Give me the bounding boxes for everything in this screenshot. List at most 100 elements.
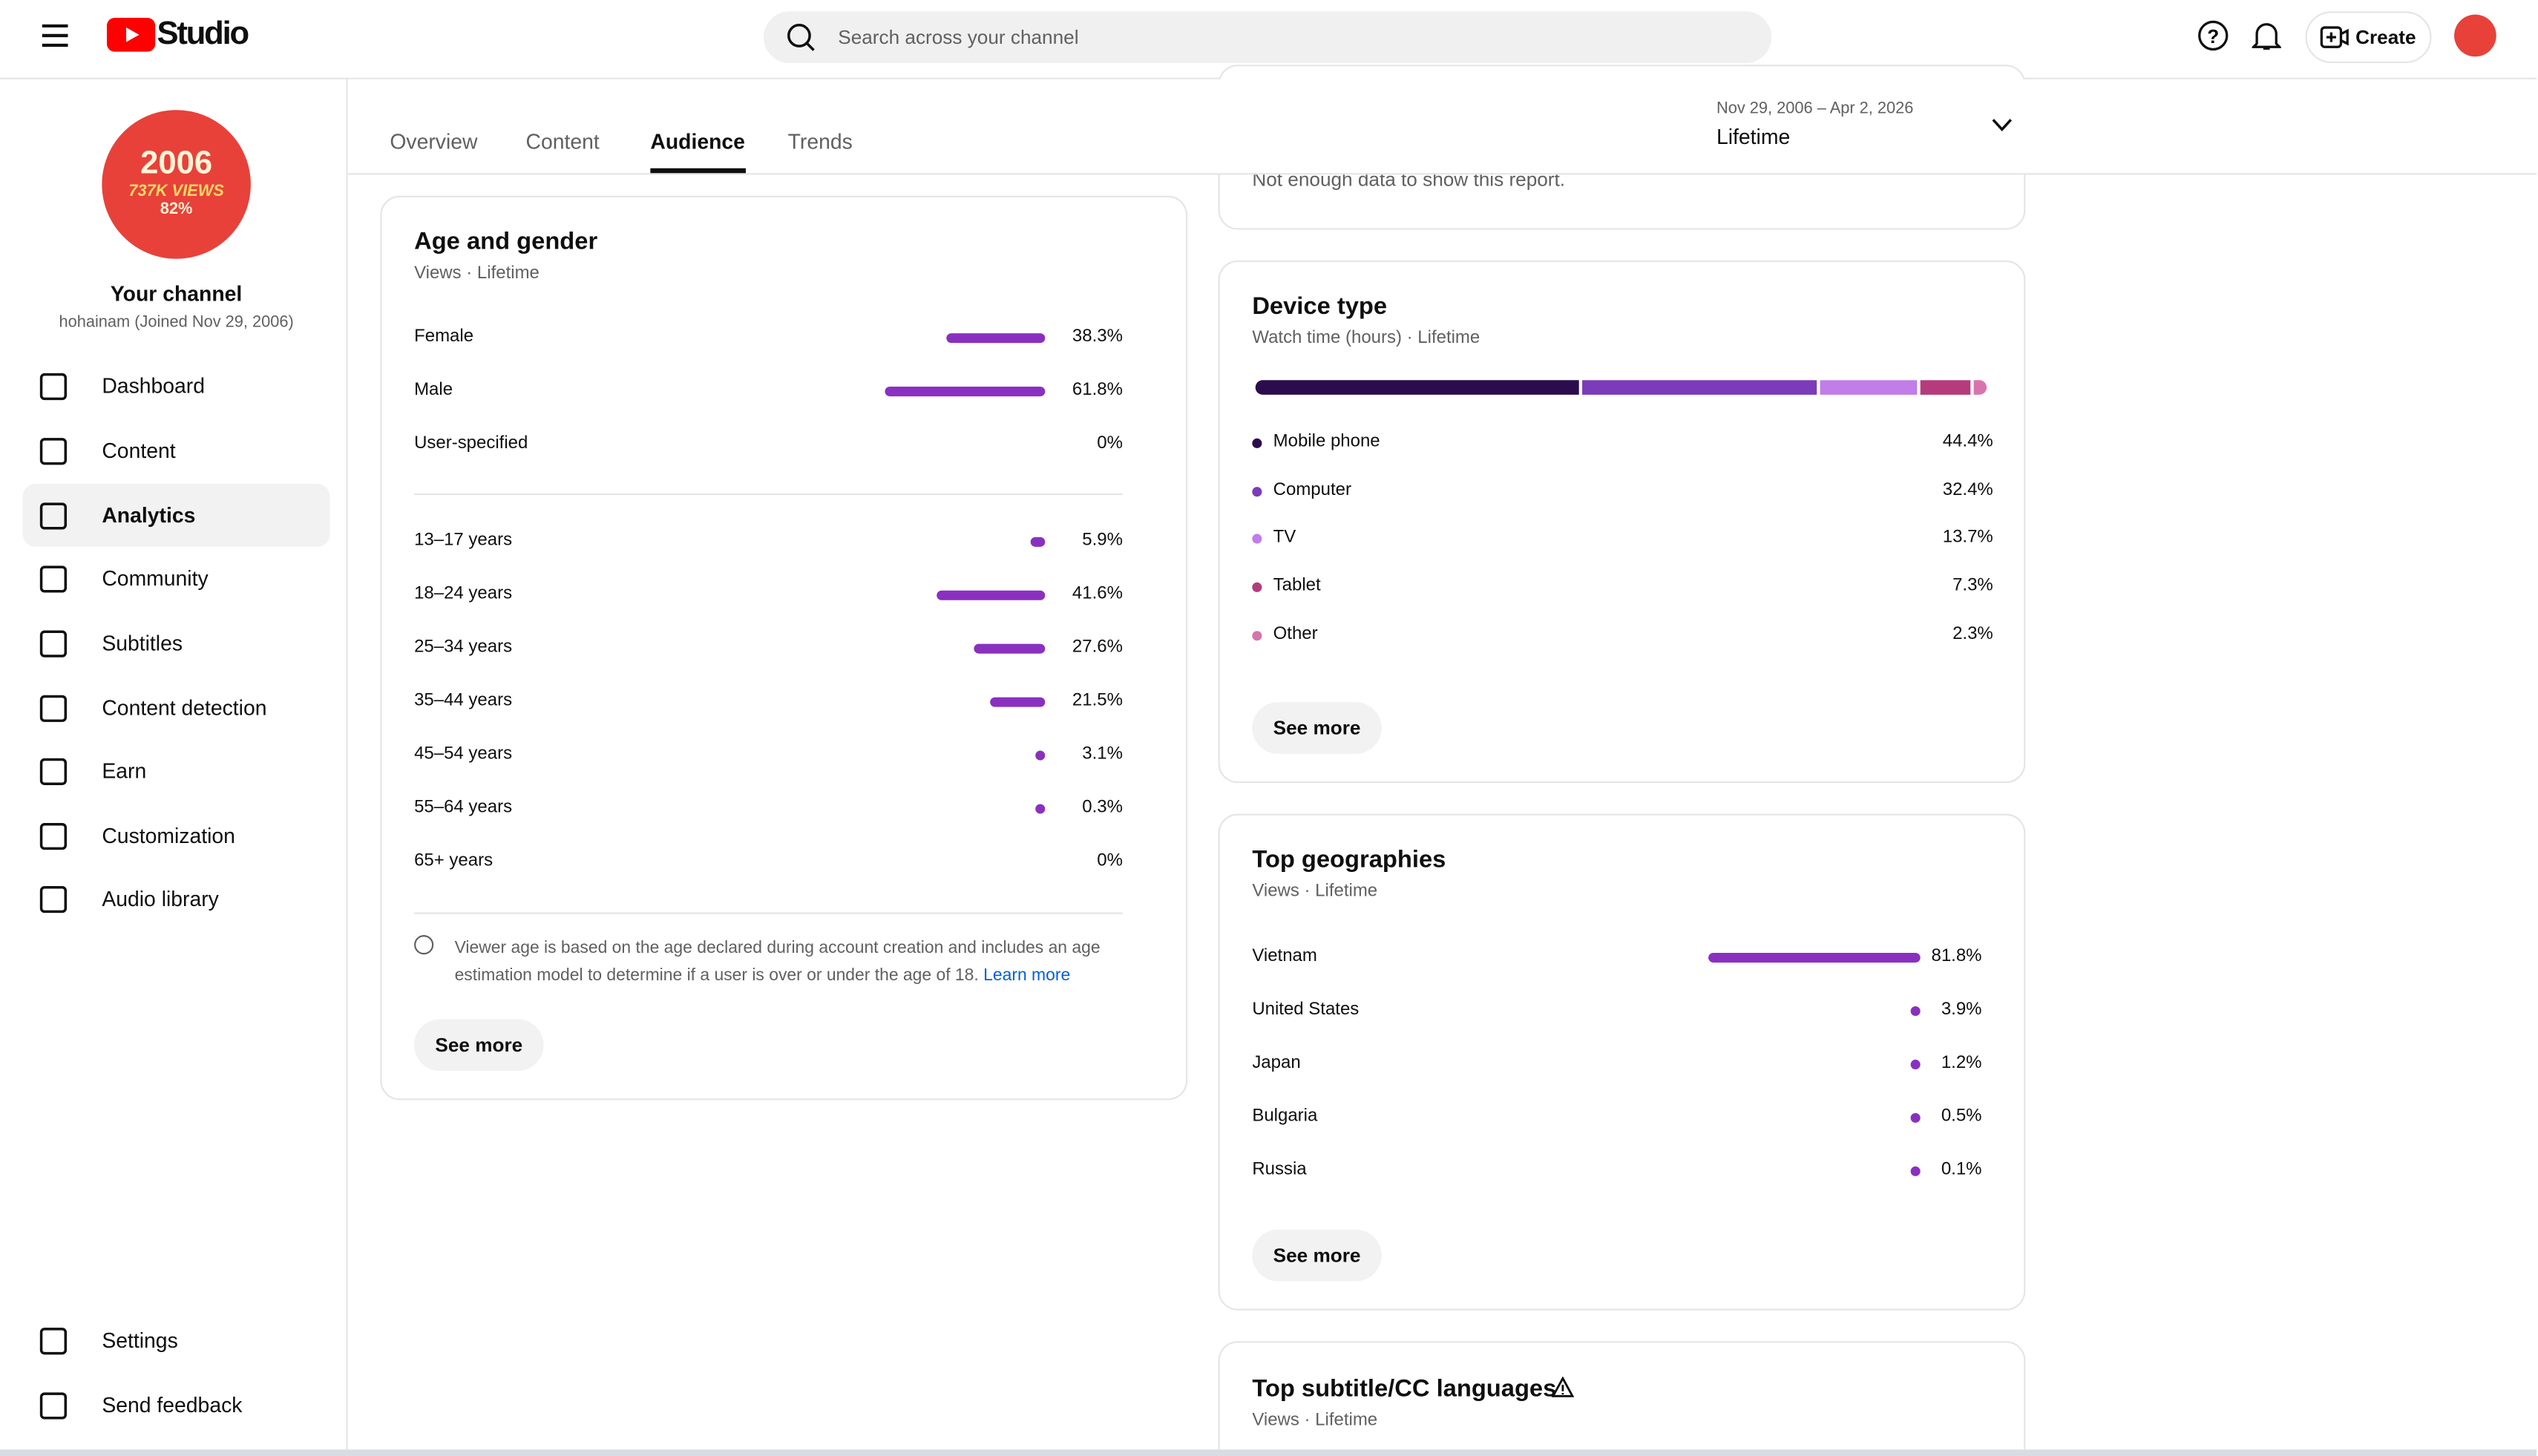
row-label: Male xyxy=(414,380,453,400)
row-value: 41.6% xyxy=(1072,583,1123,604)
row-value: 81.8% xyxy=(1931,946,1982,966)
bar xyxy=(1035,804,1046,814)
create-button[interactable]: Create xyxy=(2305,11,2432,64)
nav-icon xyxy=(39,630,68,658)
account-avatar[interactable] xyxy=(2454,14,2496,57)
row-value: 0% xyxy=(1097,433,1123,453)
create-icon xyxy=(2320,26,2349,48)
bar xyxy=(1910,1112,1921,1123)
see-more-button[interactable]: See more xyxy=(1252,702,1382,754)
bar xyxy=(989,697,1046,707)
search-box[interactable]: Search across your channel xyxy=(763,11,1772,64)
tab-underline xyxy=(650,168,746,174)
row-value: 1.2% xyxy=(1941,1053,1982,1073)
tab[interactable]: Overview xyxy=(390,129,478,154)
date-range-label[interactable]: Lifetime xyxy=(1716,124,1791,149)
svg-text:?: ? xyxy=(2207,25,2219,47)
nav-icon xyxy=(39,885,68,914)
nav-icon xyxy=(39,373,68,401)
bar xyxy=(1035,750,1046,761)
nav-item[interactable]: Customization xyxy=(102,823,235,848)
bar xyxy=(1910,1006,1921,1017)
date-range-dates[interactable]: Nov 29, 2006 – Apr 2, 2026 xyxy=(1716,100,1914,119)
card-title: Top subtitle/CC languages xyxy=(1252,1375,1557,1403)
avatar-text: 82% xyxy=(160,200,193,219)
search-placeholder: Search across your channel xyxy=(838,25,1079,49)
card-subtitle: Views · Lifetime xyxy=(1252,1410,1378,1431)
legend-value: 32.4% xyxy=(1942,479,1993,499)
row-label: User-specified xyxy=(414,433,528,453)
divider xyxy=(414,912,1123,914)
nav-item[interactable]: Subtitles xyxy=(102,631,183,655)
menu-button[interactable] xyxy=(42,24,68,47)
warning-icon xyxy=(1551,1377,1575,1397)
legend-dot xyxy=(1252,438,1262,448)
nav-item[interactable]: Community xyxy=(102,566,209,591)
legend-label: Tablet xyxy=(1273,576,1321,596)
bar xyxy=(937,590,1046,600)
notifications-button[interactable] xyxy=(2252,19,2281,52)
card-title: Top geographies xyxy=(1252,846,1446,874)
divider xyxy=(414,493,1123,496)
date-range-dropdown[interactable] xyxy=(1992,118,2013,133)
bar xyxy=(1708,953,1921,963)
bar xyxy=(885,387,1046,397)
channel-avatar[interactable]: 2006 737K VIEWS 82% xyxy=(102,110,251,259)
nav-item[interactable]: Send feedback xyxy=(102,1392,243,1417)
legend-value: 7.3% xyxy=(1952,576,1993,596)
row-value: 0.5% xyxy=(1941,1106,1982,1127)
card-title: Age and gender xyxy=(414,228,598,256)
card-title: Device type xyxy=(1252,292,1388,321)
help-button[interactable]: ? xyxy=(2197,19,2229,52)
tab[interactable]: Content xyxy=(525,129,600,154)
age-gender-card: Age and gender Views · Lifetime Female 38.3… xyxy=(380,195,1188,1101)
card-subtitle: Views · Lifetime xyxy=(414,263,540,283)
bar xyxy=(945,333,1046,344)
subtitle-languages-card: Top subtitle/CC languages Views · Lifeti… xyxy=(1218,1341,2026,1456)
info-icon xyxy=(414,935,434,955)
tab[interactable]: Audience xyxy=(650,129,745,154)
row-value: 5.9% xyxy=(1082,531,1123,551)
legend-dot xyxy=(1252,486,1262,496)
stacked-segment xyxy=(1973,380,1987,395)
see-more-button[interactable]: See more xyxy=(1252,1229,1382,1282)
row-label: Female xyxy=(414,327,474,347)
search-icon xyxy=(787,24,815,51)
logo-icon[interactable] xyxy=(106,17,156,52)
stacked-segment xyxy=(1255,380,1578,395)
row-label: 25–34 years xyxy=(414,637,513,658)
row-label: 13–17 years xyxy=(414,531,513,551)
nav-item[interactable]: Analytics xyxy=(102,502,196,528)
row-value: 27.6% xyxy=(1072,637,1123,658)
bar xyxy=(1910,1166,1921,1176)
nav-item[interactable]: Audio library xyxy=(102,886,219,911)
nav-icon xyxy=(39,695,68,722)
row-label: 18–24 years xyxy=(414,583,513,604)
see-more-button[interactable]: See more xyxy=(414,1019,544,1072)
logo-text[interactable]: Studio xyxy=(157,16,249,52)
row-value: 3.9% xyxy=(1941,1000,1982,1020)
bar xyxy=(1029,537,1046,547)
nav-icon xyxy=(39,1328,68,1355)
legend-label: TV xyxy=(1273,528,1296,548)
legend-dot xyxy=(1252,534,1262,545)
nav-item[interactable]: Dashboard xyxy=(102,373,206,399)
row-label: Russia xyxy=(1252,1160,1307,1180)
row-label: 65+ years xyxy=(414,850,494,870)
nav-item[interactable]: Earn xyxy=(102,758,147,784)
nav-icon xyxy=(39,1392,68,1420)
legend-label: Other xyxy=(1273,624,1318,644)
nav-item[interactable]: Settings xyxy=(102,1328,178,1353)
row-value: 21.5% xyxy=(1072,690,1123,711)
tab[interactable]: Trends xyxy=(787,129,853,154)
nav-item[interactable]: Content xyxy=(102,438,176,463)
row-label: Vietnam xyxy=(1252,946,1317,966)
legend-dot xyxy=(1252,583,1262,593)
learn-more-link[interactable]: Learn more xyxy=(983,965,1071,985)
nav-icon xyxy=(39,758,68,785)
channel-title: Your channel xyxy=(110,281,243,306)
nav-item[interactable]: Content detection xyxy=(102,695,267,721)
create-label: Create xyxy=(2355,25,2416,49)
